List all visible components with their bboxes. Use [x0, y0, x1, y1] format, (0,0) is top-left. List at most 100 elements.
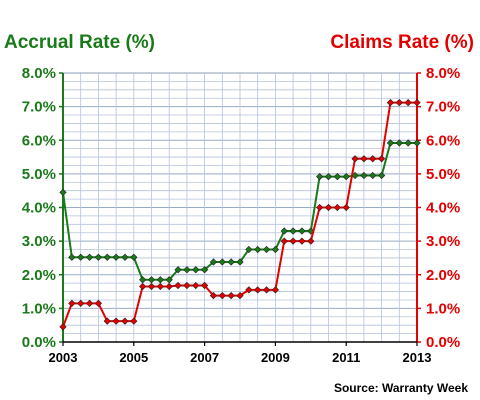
accrual-data-point [94, 253, 103, 261]
right-y-tick-label: 4.0% [426, 200, 460, 217]
claims-data-point [77, 299, 85, 307]
right-y-tick-label: 0.0% [426, 334, 460, 351]
accrual-data-point [254, 245, 262, 254]
claims-data-point [316, 203, 324, 212]
series-lines [59, 98, 421, 331]
source-note: Source: Warranty Week [334, 381, 468, 395]
left-axis-title: Accrual Rate (%) [4, 32, 155, 53]
claims-data-point [280, 237, 288, 245]
left-y-tick-label: 2.0% [22, 267, 56, 284]
accrual-data-point [280, 227, 288, 235]
claims-data-point [68, 299, 76, 307]
claims-data-point [227, 291, 235, 300]
claims-data-point [413, 98, 421, 107]
accrual-data-point [59, 188, 67, 196]
accrual-data-point [130, 253, 138, 261]
claims-data-point [218, 291, 226, 300]
x-tick-label: 2009 [261, 350, 290, 365]
accrual-data-point [245, 245, 253, 254]
claims-data-point [121, 317, 129, 325]
accrual-data-point [324, 172, 333, 181]
right-y-tick-label: 2.0% [426, 267, 460, 284]
claims-data-point [404, 98, 412, 107]
accrual-data-point [209, 258, 218, 266]
claims-data-point [324, 203, 333, 212]
x-tick-label: 2011 [332, 350, 360, 365]
claims-data-point [262, 286, 271, 294]
claims-data-point [298, 237, 306, 245]
x-tick-label: 2013 [403, 350, 432, 365]
claims-data-point [94, 299, 103, 307]
claims-data-point [369, 155, 377, 163]
left-y-tick-label: 6.0% [22, 132, 56, 149]
accrual-data-point [262, 245, 271, 254]
accrual-data-point [218, 258, 226, 266]
claims-data-point [254, 286, 262, 294]
right-y-tick-label: 7.0% [426, 99, 460, 116]
right-y-tick-label: 1.0% [426, 300, 460, 317]
claims-data-point [103, 317, 111, 325]
accrual-data-point [413, 139, 421, 147]
claims-data-point [307, 237, 315, 245]
accrual-data-point [395, 139, 403, 147]
right-y-tick-label: 3.0% [426, 233, 460, 250]
claims-data-point [351, 155, 359, 163]
accrual-data-point [183, 266, 191, 274]
claims-data-point [245, 286, 253, 294]
x-tick-label: 2005 [119, 350, 148, 365]
left-y-tick-label: 5.0% [22, 166, 56, 183]
accrual-data-point [377, 171, 386, 180]
right-y-tick-label: 5.0% [426, 166, 460, 183]
claims-data-point [130, 317, 138, 325]
claims-data-point [59, 323, 67, 331]
accrual-data-point [236, 258, 244, 266]
accrual-data-point [192, 266, 200, 274]
gridlines [62, 72, 418, 343]
right-y-tick-label: 6.0% [426, 132, 460, 149]
claims-data-point [360, 155, 368, 163]
accrual-data-point [342, 172, 350, 181]
accrual-data-point [200, 266, 209, 274]
left-y-tick-label: 8.0% [22, 65, 56, 82]
right-axis-title: Claims Rate (%) [330, 32, 474, 53]
left-y-tick-label: 0.0% [22, 334, 56, 351]
accrual-data-point [386, 139, 395, 147]
accrual-data-point [316, 172, 324, 181]
accrual-data-point [289, 227, 297, 235]
claims-data-point [289, 237, 297, 245]
claims-data-point [271, 286, 280, 294]
claims-data-point [333, 203, 341, 212]
claims-data-point [386, 98, 395, 107]
claims-data-point [112, 317, 120, 325]
accrual-data-point [360, 171, 368, 180]
claims-data-point [85, 299, 94, 307]
accrual-data-point [103, 253, 111, 261]
accrual-data-point [404, 139, 412, 147]
accrual-data-point [271, 245, 280, 254]
accrual-data-point [139, 276, 147, 284]
accrual-data-point [77, 253, 85, 261]
claims-data-point [192, 281, 200, 290]
claims-data-point [183, 281, 191, 290]
accrual-data-point [121, 253, 129, 261]
accrual-data-point [147, 276, 156, 284]
accrual-data-point [369, 171, 377, 180]
claims-data-point [236, 291, 244, 300]
claims-data-point [139, 282, 147, 291]
accrual-data-point [68, 253, 76, 261]
accrual-data-point [112, 253, 120, 261]
claims-data-point [200, 281, 209, 290]
claims-data-point [342, 203, 350, 212]
x-tick-label: 2007 [190, 350, 219, 365]
accrual-data-point [333, 172, 341, 181]
claims-data-point [174, 281, 182, 290]
left-y-tick-label: 3.0% [22, 233, 56, 250]
claims-data-point [156, 282, 164, 291]
left-y-tick-label: 7.0% [22, 99, 56, 116]
claims-data-point [147, 282, 156, 291]
accrual-data-point [174, 266, 182, 274]
left-y-tick-label: 4.0% [22, 200, 56, 217]
accrual-data-point [298, 227, 306, 235]
claims-data-point [377, 155, 386, 163]
